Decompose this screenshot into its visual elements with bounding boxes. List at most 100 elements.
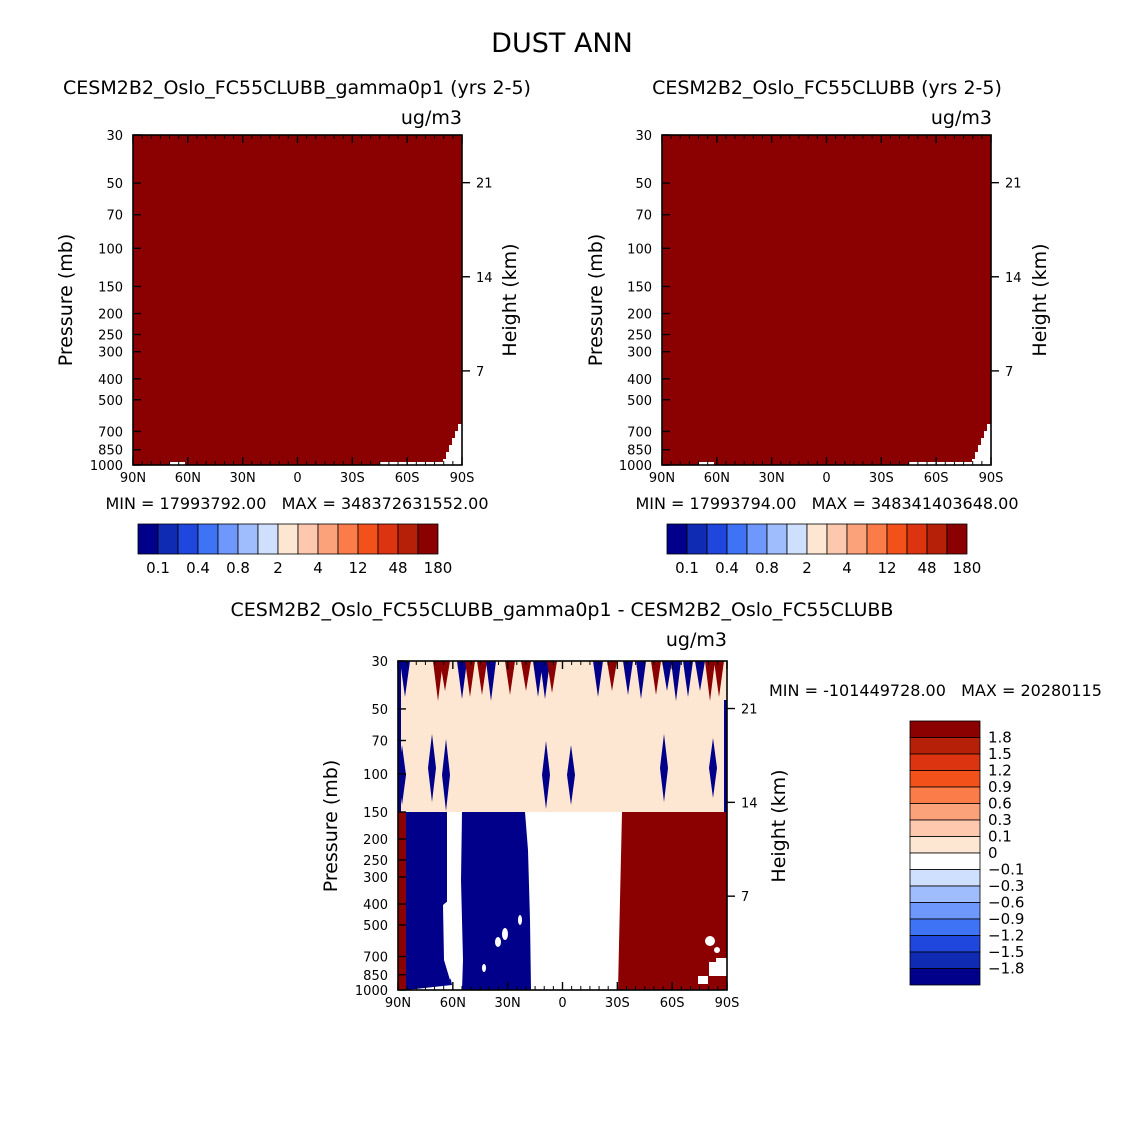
y2-tick-label: 21 [476,177,493,192]
white-gap [705,936,715,946]
colorbar-label: 1.8 [988,729,1012,747]
colorbar-box [909,737,981,755]
x-tick-label: 60S [924,471,949,486]
colorbar-label: 0 [988,844,998,862]
colorbar-box [786,523,808,555]
colorbar-box [909,902,981,920]
spike-mark [505,661,515,695]
colorbar-box [909,803,981,821]
colorbar-box [926,523,948,555]
x-tick-label: 60N [704,471,730,486]
colorbar-box [746,523,768,555]
left-red-strip [398,812,408,990]
y-tick-label: 50 [371,703,388,718]
panel-top-left: CESM2B2_Oslo_FC55CLUBB_gamma0p1 (yrs 2-5… [55,77,531,577]
spike-mark [671,661,681,701]
spike-mark [607,661,617,691]
x-tick-label: 30N [759,471,785,486]
white-gap [502,928,508,940]
x-tick-label: 60S [395,471,420,486]
y2-axis-ticks: 21 14 7 [462,177,493,380]
colorbar-label: −0.9 [988,910,1024,928]
y2-tick-label: 14 [476,271,493,286]
x-axis-ticks: 90N 60N 30N 0 30S 60S 90S [120,135,474,486]
colorbar-box [417,523,439,555]
white-gap [443,900,456,980]
diamond-mark [709,738,717,798]
colorbar-box [806,523,828,555]
white-gap [698,976,708,984]
y-tick-label: 200 [627,308,652,323]
colorbar-label: 180 [424,559,453,577]
colorbar-box [686,523,708,555]
colorbar-box [826,523,848,555]
white-gap [716,958,727,976]
spike-mark [623,661,633,695]
colorbar-box [377,523,399,555]
colorbar-box [909,770,981,788]
colorbar-label: −0.3 [988,877,1024,895]
colorbar-box [157,523,179,555]
colorbar-box [909,935,981,953]
edge-strip [724,700,727,812]
x-tick-label: 0 [558,996,566,1011]
y-tick-label: 400 [98,373,123,388]
y-tick-label: 250 [627,329,652,344]
x-tick-label: 90S [979,471,1004,486]
colorbar-box [906,523,928,555]
colorbar-box [237,523,259,555]
x-axis-ticks: 90N 60N 30N 0 30S 60S 90S [385,661,740,1011]
spike-mark [457,661,467,699]
units-label: ug/m3 [401,107,462,129]
colorbar-box [909,852,981,870]
edge-strip [398,661,401,812]
y2-tick-label: 14 [1005,271,1022,286]
spike-mark [636,661,646,699]
colorbar-label: 48 [917,559,936,577]
colorbar: 1.81.51.20.90.60.30.10−0.1−0.3−0.6−0.9−1… [909,720,1024,986]
y-tick-label: 1000 [355,984,388,999]
x-tick-label: 30S [340,471,365,486]
x-tick-label: 30S [869,471,894,486]
x-axis-ticks: 90N 60N 30N 0 30S 60S 90S [649,135,1004,486]
spike-mark [683,661,693,697]
colorbar-label: 0.6 [988,795,1012,813]
y-tick-label: 100 [98,242,123,257]
colorbar-label: 0.1 [988,828,1012,846]
y-tick-label: 700 [363,951,388,966]
y-tick-label: 850 [363,969,388,984]
plot-area [397,660,728,991]
y2-tick-label: 7 [741,890,749,905]
y-tick-label: 70 [106,209,123,224]
surface-white-strip [699,462,714,465]
colorbar: 0.1 0.4 0.8 2 4 12 48 180 [137,523,453,577]
y-tick-label: 200 [363,833,388,848]
y2-axis-label: Height (km) [499,243,521,356]
y-tick-label: 700 [627,425,652,440]
spike-mark [547,661,557,693]
y-tick-label: 300 [627,346,652,361]
colorbar-box [706,523,728,555]
y2-axis-ticks: 21 14 7 [991,177,1022,380]
surface-white-strip [170,462,185,465]
panel-title: CESM2B2_Oslo_FC55CLUBB_gamma0p1 (yrs 2-5… [63,77,531,99]
y2-tick-label: 7 [1005,365,1013,380]
upper-spikes [398,661,727,812]
spike-mark [440,661,450,691]
colorbar-box [946,523,968,555]
x-tick-label: 60N [440,996,466,1011]
spike-mark [433,661,443,701]
spike-mark [705,661,715,701]
colorbar-box [337,523,359,555]
colorbar-label: 0.8 [755,559,779,577]
x-tick-label: 90S [715,996,740,1011]
x-tick-label: 90N [385,996,411,1011]
panel-top-right: CESM2B2_Oslo_FC55CLUBB (yrs 2-5) ug/m3 9… [585,77,1051,577]
y-tick-label: 300 [363,871,388,886]
colorbar-box [846,523,868,555]
colorbar-label: 4 [842,559,852,577]
y-tick-label: 30 [635,129,652,144]
y-tick-label: 70 [635,209,652,224]
field-fill [662,135,991,465]
